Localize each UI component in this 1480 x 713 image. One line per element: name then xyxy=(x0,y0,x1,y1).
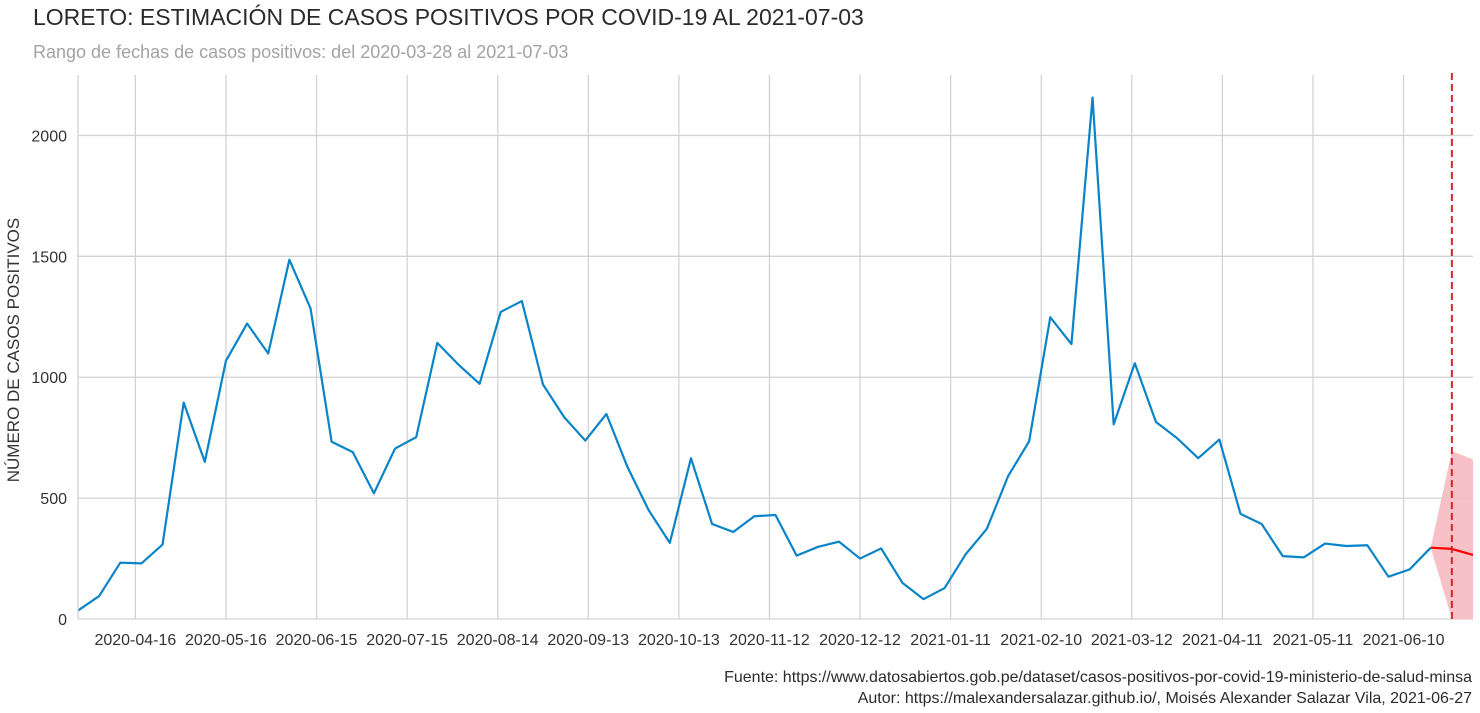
x-tick-label: 2020-10-13 xyxy=(638,632,720,649)
observed-cases-line xyxy=(77,96,1432,612)
x-tick-label: 2020-11-12 xyxy=(729,632,810,649)
x-tick-label: 2020-07-15 xyxy=(366,632,448,649)
x-tick-label: 2020-04-16 xyxy=(94,632,176,649)
y-tick-label: 500 xyxy=(40,491,67,508)
x-tick-label: 2021-01-11 xyxy=(910,632,991,649)
x-tick-label: 2020-08-14 xyxy=(457,632,539,649)
chart-title: LORETO: ESTIMACIÓN DE CASOS POSITIVOS PO… xyxy=(33,4,864,30)
x-tick-label: 2021-03-12 xyxy=(1091,632,1173,649)
x-tick-label: 2020-05-16 xyxy=(185,632,267,649)
y-tick-label: 0 xyxy=(58,612,67,629)
x-tick-label: 2021-04-11 xyxy=(1182,632,1263,649)
y-tick-label: 1500 xyxy=(31,249,67,266)
y-tick-label: 1000 xyxy=(31,370,67,387)
x-tick-label: 2020-06-15 xyxy=(276,632,358,649)
line-chart: 0 500 1000 1500 2000 2020-04-16 2020-05-16 2020… xyxy=(31,73,1474,649)
series-layer xyxy=(77,73,1474,619)
axes: 0 500 1000 1500 2000 2020-04-16 2020-05-16 2020… xyxy=(31,75,1445,649)
x-tick-label: 2020-09-13 xyxy=(547,632,629,649)
chart-footer: Fuente: https://www.datosabiertos.gob.pe… xyxy=(724,667,1472,709)
x-tick-label: 2021-05-11 xyxy=(1273,632,1354,649)
y-tick-label: 2000 xyxy=(31,128,67,145)
grid xyxy=(78,75,1473,620)
source-note: Fuente: https://www.datosabiertos.gob.pe… xyxy=(724,669,1472,686)
x-tick-label: 2021-06-10 xyxy=(1363,632,1445,649)
forecast-confidence-band xyxy=(1430,450,1473,619)
author-note: Autor: https://malexandersalazar.github.… xyxy=(857,690,1472,707)
x-tick-label: 2020-12-12 xyxy=(819,632,901,649)
x-tick-label: 2021-02-10 xyxy=(1000,632,1082,649)
chart-subtitle: Rango de fechas de casos positivos: del … xyxy=(33,42,569,62)
forecast-band-layer xyxy=(1430,450,1473,619)
